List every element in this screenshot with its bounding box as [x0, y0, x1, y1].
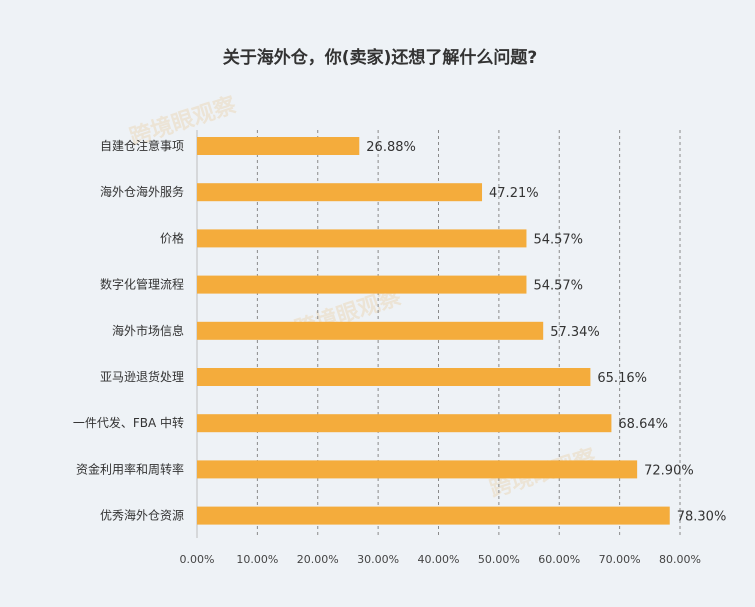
x-tick-label: 60.00% — [538, 553, 580, 566]
bar — [197, 275, 527, 294]
category-label: 海外仓海外服务 — [100, 184, 184, 199]
x-tick-label: 0.00% — [180, 553, 215, 566]
value-label: 72.90% — [644, 463, 694, 478]
bar — [197, 368, 591, 386]
bar — [197, 137, 360, 155]
value-label: 57.34% — [550, 325, 600, 340]
category-label: 亚马逊退货处理 — [100, 369, 184, 384]
category-label: 一件代发、FBA 中转 — [73, 415, 184, 430]
bar — [197, 183, 483, 202]
x-tick-label: 50.00% — [478, 553, 520, 566]
bar — [197, 460, 638, 479]
bar — [197, 506, 670, 525]
value-label: 68.64% — [618, 417, 668, 432]
value-label: 47.21% — [489, 186, 539, 201]
category-label: 自建仓注意事项 — [100, 138, 184, 153]
category-label: 优秀海外仓资源 — [100, 508, 184, 523]
value-label: 54.57% — [533, 232, 583, 247]
category-label: 海外市场信息 — [112, 323, 184, 338]
value-label: 65.16% — [597, 371, 647, 386]
category-labels: 自建仓注意事项海外仓海外服务价格数字化管理流程海外市场信息亚马逊退货处理一件代发… — [73, 138, 184, 523]
category-label: 资金利用率和周转率 — [76, 461, 184, 476]
x-tick-label: 30.00% — [357, 553, 399, 566]
x-tick-label: 10.00% — [236, 553, 278, 566]
value-label: 78.30% — [677, 510, 727, 525]
x-tick-labels: 0.00% 10.00% 20.00% 30.00% 40.00% 50.00% 60.00… — [180, 553, 701, 566]
x-tick-label: 70.00% — [599, 553, 641, 566]
category-label: 数字化管理流程 — [100, 277, 184, 292]
category-label: 价格 — [160, 230, 184, 245]
bar — [197, 414, 612, 433]
bar — [197, 229, 527, 248]
x-tick-label: 20.00% — [297, 553, 339, 566]
bars-group — [197, 137, 670, 525]
x-tick-label: 40.00% — [418, 553, 460, 566]
bar — [197, 321, 544, 340]
value-label: 26.88% — [366, 140, 416, 155]
chart-title: 关于海外仓，你(卖家)还想了解什么问题? — [223, 47, 537, 68]
x-tick-label: 80.00% — [659, 553, 701, 566]
value-labels: 26.88% 47.21% 54.57% 54.57% 57.34% 65.16% 68.6… — [366, 140, 726, 525]
value-label: 54.57% — [533, 279, 583, 294]
